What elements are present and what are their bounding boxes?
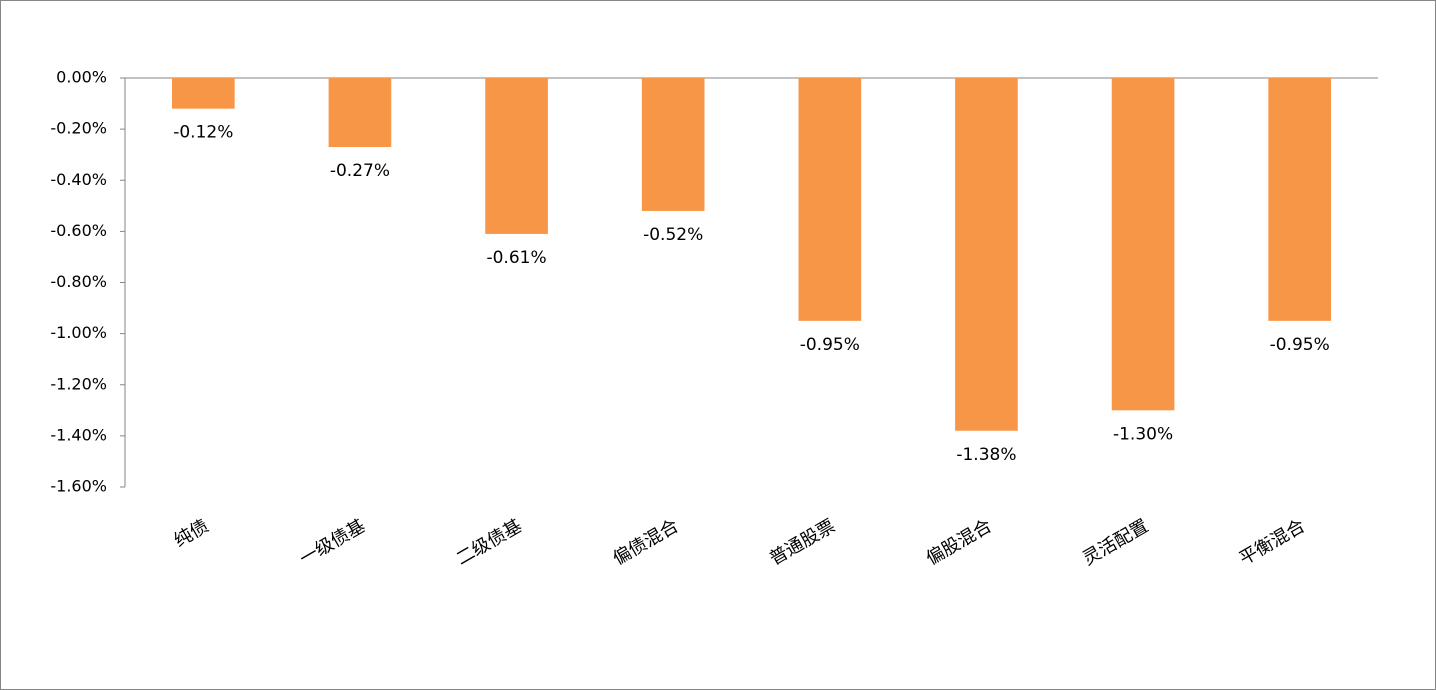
data-label: -1.30% (1113, 424, 1173, 444)
data-label: -0.27% (330, 161, 390, 181)
y-tick-label: -1.20% (50, 374, 107, 393)
data-label: -0.52% (643, 225, 703, 245)
data-label: -0.95% (1270, 335, 1330, 355)
bar (328, 78, 392, 148)
y-tick-label: -1.00% (50, 323, 107, 342)
bar (798, 78, 862, 321)
bar (955, 78, 1018, 431)
y-tick-label: 0.00% (56, 68, 107, 87)
y-tick-label: -1.40% (50, 425, 107, 444)
data-label: -0.61% (486, 248, 546, 268)
bar (641, 78, 705, 211)
bar (171, 78, 235, 109)
data-label: -0.12% (173, 123, 233, 143)
y-tick-label: -0.80% (50, 272, 107, 291)
y-tick-label: -0.20% (50, 119, 107, 138)
y-tick-label: -1.60% (50, 477, 107, 496)
bar (1111, 78, 1175, 411)
y-tick-label: -0.40% (50, 170, 107, 189)
data-label: -1.38% (956, 445, 1016, 465)
data-label: -0.95% (800, 335, 860, 355)
y-tick-label: -0.60% (50, 221, 107, 240)
bar (485, 78, 548, 234)
bar (1268, 78, 1332, 321)
